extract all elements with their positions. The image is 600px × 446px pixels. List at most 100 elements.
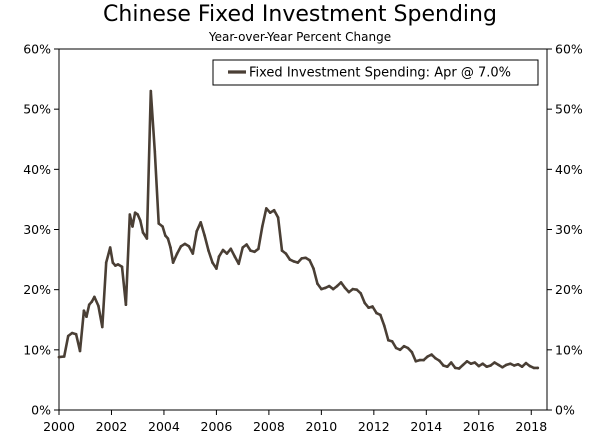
data-point [520,365,524,369]
data-point [485,365,489,369]
data-point [97,304,100,308]
data-point [430,353,433,356]
y-tick-label-right: 0% [555,403,575,418]
data-point [70,331,74,335]
data-point [461,363,465,367]
data-point [442,364,445,367]
data-point [253,250,256,254]
data-point [124,303,128,307]
legend-label: Fixed Investment Spending: Apr @ 7.0% [249,66,511,81]
data-point [141,231,145,234]
data-point [524,361,528,365]
data-point [139,219,142,222]
data-point [161,225,164,228]
data-point [233,255,237,258]
data-point [477,364,481,368]
data-point [207,249,210,252]
x-tick-label: 2010 [305,419,337,434]
data-point [203,234,206,237]
data-point [453,366,457,370]
data-point [229,247,233,251]
legend: Fixed Investment Spending: Apr @ 7.0% [212,59,539,86]
data-point [320,287,323,291]
data-point [355,288,359,292]
data-point [133,211,137,214]
data-point [257,247,260,251]
x-tick-label: 2016 [463,419,495,434]
x-tick-label: 2002 [96,419,128,434]
data-point [164,234,167,237]
x-tick-label: 2018 [515,419,547,434]
data-point [446,365,449,369]
data-point [501,366,504,369]
data-point [225,252,229,255]
data-point [90,300,94,304]
data-point [481,362,485,366]
data-point [438,359,441,363]
data-point [331,287,335,291]
data-point [101,325,104,329]
data-point [489,364,492,367]
data-point [215,267,218,270]
data-point [237,262,240,266]
data-point [387,338,390,342]
data-point [312,267,315,270]
y-tick-label-left: 10% [23,342,51,357]
y-tick-label-right: 60% [555,42,583,57]
data-point [111,261,115,264]
y-tick-label-left: 60% [23,42,51,57]
data-point [406,346,410,350]
x-tick-label: 2008 [253,419,285,434]
data-point [465,360,469,363]
data-point [179,245,183,248]
data-point [145,237,149,240]
y-tick-label-left: 50% [23,102,51,117]
data-point [304,256,307,260]
data-point [66,334,70,338]
data-point [398,348,402,352]
data-point [116,263,120,266]
x-tick-label: 2006 [201,419,233,434]
data-point [199,221,202,224]
chart-title: Chinese Fixed Investment Spending [103,2,497,27]
data-point [536,366,540,370]
data-point [87,303,91,307]
data-point [347,290,351,294]
data-point [85,315,88,319]
data-point [375,311,378,315]
data-point [327,284,331,288]
data-point [516,363,520,366]
legend-box [212,59,539,86]
y-tick-label-right: 40% [555,162,583,177]
x-tick-label: 2012 [358,419,390,434]
y-axis-left: 0% 10% 20% 30% 40% 50% 60% [23,42,59,418]
data-point [379,313,382,317]
data-point [249,249,252,252]
x-tick-label: 2004 [148,419,180,434]
x-axis: 2000 2002 2004 2006 2008 2010 2012 2014 2016 2018 [43,410,547,434]
data-point [93,295,96,299]
data-point [394,346,398,350]
data-point [351,287,355,291]
data-point [371,305,374,308]
data-point [74,332,78,336]
data-point [390,340,394,343]
data-point [187,245,191,248]
x-tick-label: 2000 [43,419,75,434]
data-point [241,246,244,249]
data-point [402,344,406,348]
data-point [195,230,198,233]
data-point [410,350,414,354]
data-point [300,257,304,260]
data-point [359,292,363,295]
data-point [221,248,225,252]
chart-subtitle: Year-over-Year Percent Change [208,30,392,44]
data-point [343,286,347,290]
data-point [211,261,214,264]
y-tick-label-right: 10% [555,342,583,357]
data-point [276,216,280,219]
data-point [335,284,339,288]
data-point [78,349,82,353]
data-point [191,252,195,255]
